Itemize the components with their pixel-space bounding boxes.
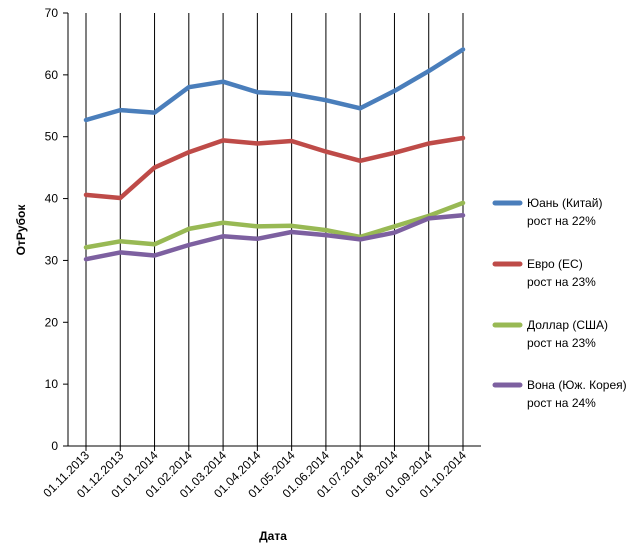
- series-line: [83, 213, 466, 262]
- series-line: [83, 135, 466, 201]
- y-tick-labels: 0 10 20 30 40 50 60 70: [45, 6, 59, 453]
- legend-series-note: рост на 23%: [527, 275, 596, 289]
- y-tick-label: 60: [45, 68, 59, 82]
- y-tick-label: 70: [45, 6, 59, 20]
- legend-series-name: Юань (Китай): [527, 196, 602, 210]
- legend-series-note: рост на 24%: [527, 396, 596, 410]
- series-line: [83, 200, 466, 250]
- grid: [85, 13, 464, 446]
- y-tick-label: 10: [45, 377, 59, 391]
- y-tick-label: 30: [45, 253, 59, 267]
- y-axis-title: ОтРубок: [14, 204, 28, 256]
- x-tick-labels: 01.11.201301.12.201301.01.201401.02.2014…: [40, 448, 469, 501]
- x-axis-title: Дата: [259, 529, 287, 543]
- legend-series-note: рост на 23%: [527, 336, 596, 350]
- y-tick-label: 0: [51, 439, 58, 453]
- series-lines: [83, 47, 466, 262]
- legend: Юань (Китай) рост на 22% Евро (ЕС) рост на …: [492, 196, 627, 410]
- y-tick-label: 50: [45, 130, 59, 144]
- legend-series-note: рост на 22%: [527, 214, 596, 228]
- axes: [63, 12, 481, 451]
- legend-series-name: Доллар (США): [527, 318, 608, 332]
- series-line: [83, 47, 466, 123]
- y-tick-label: 20: [45, 315, 59, 329]
- y-tick-label: 40: [45, 192, 59, 206]
- legend-series-name: Евро (ЕС): [527, 257, 583, 271]
- legend-series-name: Вона (Юж. Корея): [527, 378, 627, 392]
